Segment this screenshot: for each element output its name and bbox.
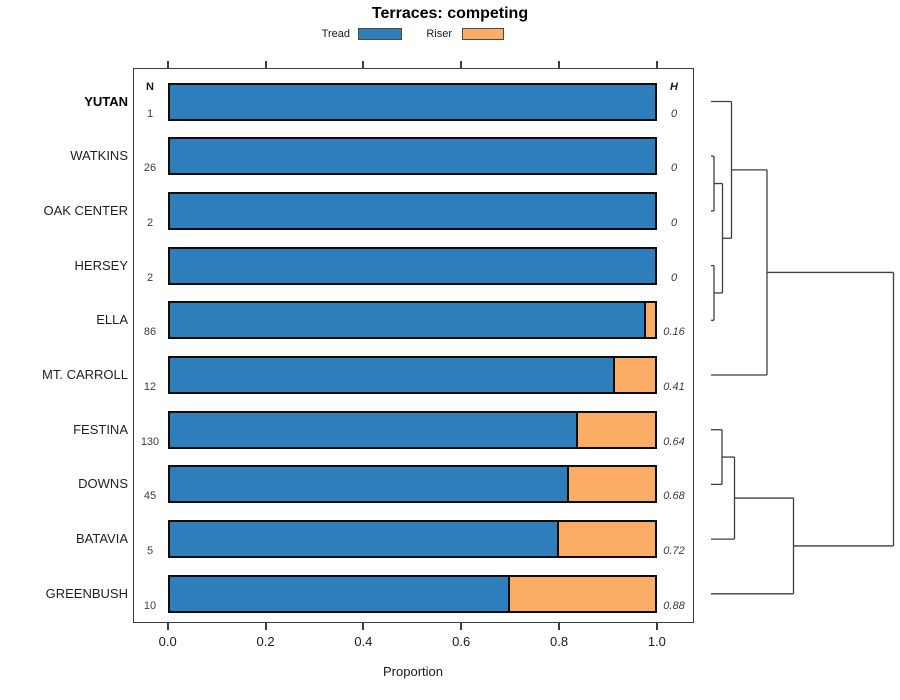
x-axis-tick-label: 0.4 [354,634,373,649]
x-axis-tick-label: 0.8 [550,634,569,649]
legend-tread-label: Tread [321,28,350,40]
x-axis-bottom-tick [166,622,169,630]
category-label: WATKINS [70,148,128,164]
x-axis-title: Proportion [383,664,443,679]
h-column-header: H [670,81,678,93]
category-label: HERSEY [74,257,128,273]
bar-segment-tread [167,137,657,176]
n-value: 10 [143,599,157,612]
bar-segment-tread [167,356,616,394]
n-value: 2 [146,216,154,229]
category-label: DOWNS [78,476,128,492]
bar-segment-riser [556,520,657,559]
x-axis-top-tick [362,61,365,68]
legend-tread-swatch [358,28,402,40]
bar-segment-riser [643,301,657,340]
h-value: 0.72 [663,545,685,558]
x-axis-bottom-tick [362,622,365,630]
bar-segment-riser [613,356,657,394]
h-value: 0.68 [663,490,685,503]
category-label: ELLA [96,312,128,328]
h-value: 0 [670,107,678,120]
x-axis-top-tick [558,61,561,68]
x-axis-bottom-tick [558,622,561,630]
n-value: 130 [140,435,160,448]
x-axis-top-tick [166,61,169,68]
category-label: GREENBUSH [45,585,128,601]
x-axis-bottom-tick [655,622,658,630]
x-axis-bottom-tick [460,622,463,630]
category-label: BATAVIA [75,531,128,547]
h-value: 0.88 [663,599,685,612]
n-column-header: N [146,81,154,93]
h-value: 0 [670,216,678,229]
bar-segment-riser [567,465,657,504]
x-axis-tick-label: 1.0 [647,634,666,649]
h-value: 0.16 [663,326,685,339]
category-label: YUTAN [84,93,128,109]
x-axis-tick-label: 0.2 [256,634,275,649]
legend-riser-swatch [462,28,504,40]
chart-title: Terraces: competing [371,5,529,22]
x-axis-top-tick [460,61,463,68]
n-value: 45 [143,490,157,503]
category-label: OAK CENTER [43,202,128,218]
n-value: 26 [143,162,157,175]
bar-segment-riser [575,410,657,449]
x-axis-top-tick [264,61,267,68]
n-value: 1 [146,107,154,120]
bar-segment-tread [167,191,657,230]
bar-segment-tread [167,301,646,340]
x-axis-top-tick [655,61,658,68]
n-value: 86 [143,326,157,339]
category-label: MT. CARROLL [42,367,128,382]
bar-segment-tread [167,82,657,121]
n-value: 12 [143,381,157,393]
category-label: FESTINA [73,421,128,437]
h-value: 0.41 [663,381,685,393]
h-value: 0.64 [663,435,685,448]
x-axis-tick-label: 0.0 [158,634,177,649]
h-value: 0 [670,271,678,284]
bar-segment-tread [167,520,559,559]
h-value: 0 [670,162,678,175]
bar-segment-riser [508,574,657,613]
plot-frame [133,68,694,623]
x-axis-bottom-tick [264,622,267,630]
legend-riser-label: Riser [426,28,452,40]
n-value: 5 [146,545,154,558]
bar-segment-tread [167,246,657,285]
n-value: 2 [146,271,154,284]
x-axis-tick-label: 0.6 [452,634,471,649]
bar-segment-tread [167,410,578,449]
